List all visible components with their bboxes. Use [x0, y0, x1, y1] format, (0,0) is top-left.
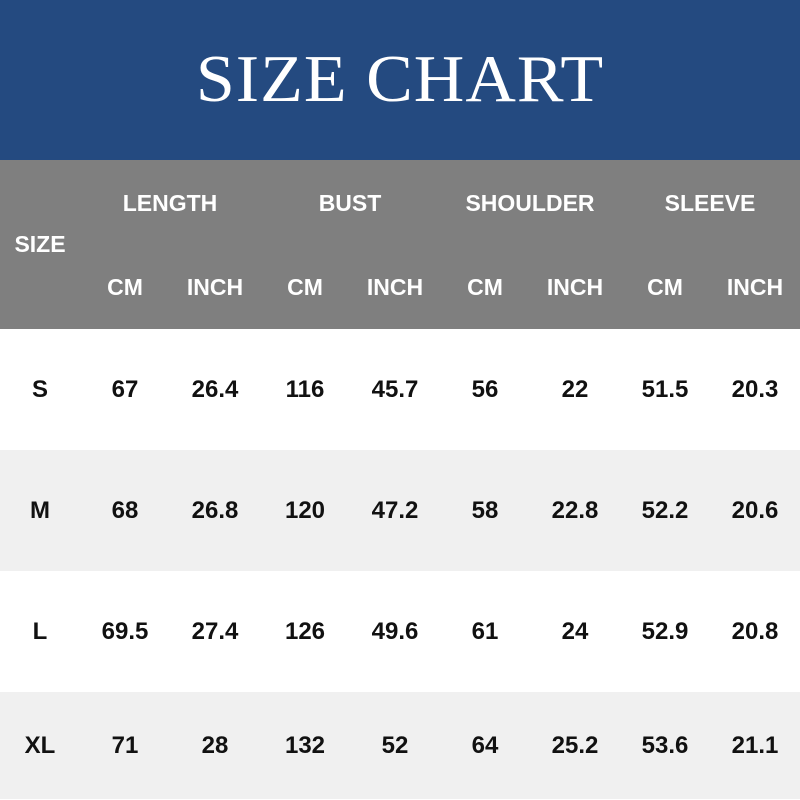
- header-row-groups: SIZE LENGTH BUST SHOULDER SLEEVE: [0, 160, 800, 257]
- header-unit: INCH: [366, 274, 424, 300]
- header-unit: INCH: [546, 274, 604, 300]
- value-cell: 21.1: [731, 731, 779, 759]
- value-cell: 68: [111, 496, 139, 524]
- value-cell: 64: [471, 731, 499, 759]
- table-row: M 68 26.8 120 47.2 58 22.8 52.2 20.6: [0, 450, 800, 571]
- table-row: XL 71 28 132 52 64 25.2 53.6 21.1: [0, 692, 800, 799]
- value-cell: 67: [111, 375, 139, 403]
- size-cell: S: [31, 375, 48, 403]
- header-row-units: CM INCH CM INCH CM INCH CM INCH: [0, 246, 800, 329]
- header-bust: BUST: [318, 189, 382, 216]
- value-cell: 51.5: [641, 375, 689, 403]
- value-cell: 132: [284, 731, 326, 759]
- value-cell: 20.6: [731, 496, 779, 524]
- header-shoulder: SHOULDER: [465, 189, 595, 216]
- value-cell: 20.8: [731, 617, 779, 645]
- title-banner: SIZE CHART: [0, 0, 800, 160]
- value-cell: 58: [471, 496, 499, 524]
- value-cell: 26.4: [191, 375, 239, 403]
- size-cell: L: [32, 617, 48, 645]
- value-cell: 69.5: [101, 617, 149, 645]
- value-cell: 24: [561, 617, 589, 645]
- header-unit: CM: [287, 274, 323, 300]
- value-cell: 26.8: [191, 496, 239, 524]
- table-row: S 67 26.4 116 45.7 56 22 51.5 20.3: [0, 329, 800, 450]
- value-cell: 28: [201, 731, 229, 759]
- table-row: L 69.5 27.4 126 49.6 61 24 52.9 20.8: [0, 571, 800, 692]
- size-cell: XL: [24, 731, 56, 759]
- value-cell: 52.2: [641, 496, 689, 524]
- value-cell: 22: [561, 375, 589, 403]
- value-cell: 49.6: [371, 617, 419, 645]
- header-unit: CM: [107, 274, 143, 300]
- size-table: SIZE LENGTH BUST SHOULDER SLEEVE CM INCH…: [0, 160, 800, 799]
- value-cell: 25.2: [551, 731, 599, 759]
- value-cell: 52: [381, 731, 409, 759]
- value-cell: 47.2: [371, 496, 419, 524]
- header-unit: INCH: [726, 274, 784, 300]
- value-cell: 61: [471, 617, 499, 645]
- header-unit: CM: [647, 274, 683, 300]
- header-unit: CM: [467, 274, 503, 300]
- header-length: LENGTH: [122, 189, 218, 216]
- value-cell: 53.6: [641, 731, 689, 759]
- size-cell: M: [30, 496, 50, 524]
- header-unit: INCH: [186, 274, 244, 300]
- value-cell: 56: [471, 375, 499, 403]
- value-cell: 126: [284, 617, 326, 645]
- value-cell: 120: [284, 496, 326, 524]
- value-cell: 20.3: [731, 375, 779, 403]
- value-cell: 45.7: [371, 375, 419, 403]
- value-cell: 116: [285, 375, 325, 403]
- value-cell: 27.4: [191, 617, 239, 645]
- value-cell: 52.9: [641, 617, 689, 645]
- value-cell: 22.8: [551, 496, 599, 524]
- value-cell: 71: [111, 731, 139, 759]
- header-size: SIZE: [14, 231, 66, 257]
- header-sleeve: SLEEVE: [664, 189, 756, 216]
- page-title: SIZE CHART: [195, 42, 605, 117]
